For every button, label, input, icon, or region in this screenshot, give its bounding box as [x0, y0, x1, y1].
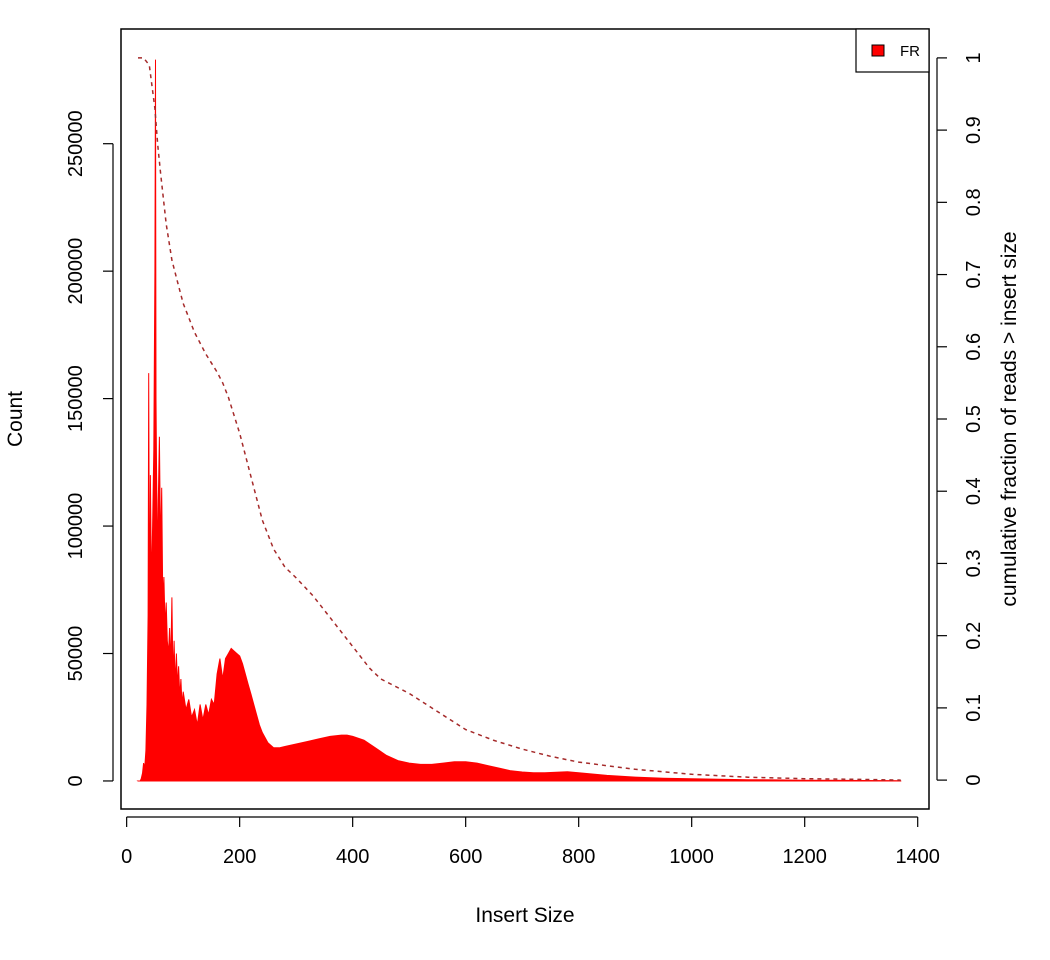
- x-tick-label: 600: [449, 846, 482, 868]
- y-tick-label: 0: [65, 775, 87, 786]
- legend-box: [855, 28, 930, 73]
- series-cumulative-line: [138, 57, 901, 781]
- x-tick-label: 0: [121, 846, 132, 868]
- y2-tick-label: 0.4: [963, 477, 985, 505]
- y2-tick-label: 0.6: [963, 333, 985, 361]
- x-tick-label: 400: [336, 846, 369, 868]
- x-tick-label: 200: [223, 846, 256, 868]
- x-tick-label: 1400: [895, 846, 940, 868]
- y-tick-label: 100000: [65, 493, 87, 560]
- y2-tick-label: 0.1: [963, 694, 985, 722]
- y2-tick-label: 0.2: [963, 622, 985, 650]
- x-tick-label: 800: [562, 846, 595, 868]
- plot-area: [136, 57, 902, 782]
- x-tick-label: 1200: [782, 846, 827, 868]
- y2-tick-label: 0.3: [963, 550, 985, 578]
- y-axis-title: Count: [4, 391, 27, 447]
- y2-tick-label: 1: [963, 52, 985, 63]
- y2-tick-label: 0.7: [963, 261, 985, 289]
- legend-swatch-fr: [871, 44, 885, 57]
- legend-label-fr: FR: [900, 43, 920, 60]
- legend: FR: [855, 28, 930, 73]
- series-fr-area: [136, 59, 902, 782]
- x-axis-title: Insert Size: [475, 904, 574, 927]
- y-tick-label: 250000: [65, 110, 87, 177]
- x-tick-label: 1000: [669, 846, 714, 868]
- y-tick-label: 50000: [65, 626, 87, 682]
- y-tick-label: 200000: [65, 238, 87, 305]
- y2-tick-label: 0.5: [963, 405, 985, 433]
- y2-tick-label: 0.9: [963, 116, 985, 144]
- axes: 0 200 400 600 800 1000 1200 1400 0 50000 100000 150…: [65, 52, 985, 868]
- y2-tick-label: 0.8: [963, 188, 985, 216]
- y2-axis-title: cumulative fraction of reads > insert si…: [998, 231, 1021, 606]
- y2-tick-label: 0: [963, 775, 985, 786]
- plot-frame: [120, 28, 930, 810]
- y-tick-label: 150000: [65, 365, 87, 432]
